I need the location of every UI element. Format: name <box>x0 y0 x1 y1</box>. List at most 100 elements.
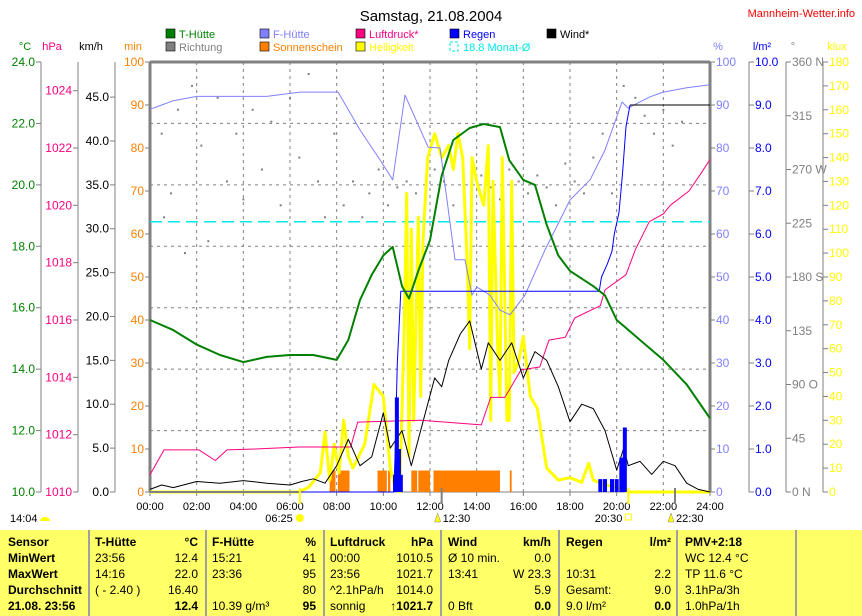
cell-value: 9.0 <box>654 583 671 597</box>
axis-tick-label: 40 <box>829 389 843 403</box>
cell-value: 1014.0 <box>396 583 433 597</box>
legend-label: 18.8 Monat-Ø <box>463 42 531 54</box>
table-row: 1.0hPa/1h <box>685 598 790 614</box>
wind-direction-point <box>517 180 520 183</box>
cell-label: T-Hütte <box>95 535 137 549</box>
axis-unit-label: hPa <box>42 41 62 53</box>
cell-label: Regen <box>566 535 603 549</box>
table-row: Durchschnitt <box>8 582 82 598</box>
cell-label: 0 Bft <box>448 599 473 613</box>
axis-tick-label: 1022 <box>45 141 72 155</box>
table-row: 23:56 1021.7 <box>330 566 433 582</box>
cell-label: TP 11.6 °C <box>685 567 743 581</box>
wind-direction-point <box>405 180 408 183</box>
x-tick-label: 04:00 <box>230 501 258 513</box>
wind-direction-point <box>216 96 219 99</box>
axis-tick-label: 70 <box>716 184 730 198</box>
axis-tick-label: 20 <box>716 399 730 413</box>
axis-unit-label: l/m² <box>753 41 772 53</box>
table-row: MaxWert <box>8 566 80 582</box>
rain-bar <box>396 449 401 492</box>
wind-direction-point <box>634 96 637 99</box>
axis-tick-label: 50 <box>829 366 843 380</box>
axis-tick-label: 15.0 <box>86 353 110 367</box>
table-row: sonnig ↑1021.7 <box>330 598 433 614</box>
table-separator <box>205 530 207 616</box>
axis-tick-label: 3.0 <box>755 356 772 370</box>
wind-direction-point <box>671 144 674 147</box>
legend-swatch-icon <box>355 41 366 52</box>
wind-direction-point <box>361 216 364 219</box>
legend-label: T-Hütte <box>179 29 215 41</box>
sensor-summary-table: Sensor MinWert MaxWert Durchschnitt 21.08. 2… <box>0 530 862 616</box>
axis-tick-label: 70 <box>131 184 145 198</box>
table-row: F-Hütte% <box>212 534 316 550</box>
axis-tick-label: 45 <box>792 431 806 445</box>
cell-value: 5.9 <box>534 583 551 597</box>
axis-tick-label: 16.0 <box>12 301 36 315</box>
legend-swatch-icon <box>546 28 557 39</box>
x-tick-label: 18:00 <box>556 501 584 513</box>
legend-label: Regen <box>463 29 495 41</box>
axis-tick-label: 1016 <box>45 313 72 327</box>
cell-label: Ø 10 min. <box>448 551 501 565</box>
moon-icon <box>434 512 442 523</box>
x-tick-label: 00:00 <box>136 501 164 513</box>
rain-bar <box>619 457 624 492</box>
axis-unit-label: ° <box>791 41 795 53</box>
rain-bar <box>603 479 607 492</box>
table-separator <box>440 530 442 616</box>
legend-swatch-icon <box>449 41 459 52</box>
axis-tick-label: 170 <box>829 79 849 93</box>
sunshine-bar <box>509 470 512 492</box>
axis-tick-label: 80 <box>131 141 145 155</box>
wind-direction-point <box>207 240 210 243</box>
cell-label: 15:21 <box>212 551 243 565</box>
wind-direction-point <box>508 168 511 171</box>
rain-bar <box>394 397 399 492</box>
wind-direction-point <box>317 180 319 183</box>
axis-unit-label: °C <box>19 41 31 53</box>
cell-value: 1021.7 <box>396 567 433 581</box>
axis-tick-label: 90 O <box>792 378 818 392</box>
table-column: Regen l/m² 10:31 2.2 Gesamt: 9.0 9.0 l/m² 0.0 <box>566 530 671 616</box>
legend-swatch-icon <box>355 28 366 39</box>
cell-label: WC 12.4 °C <box>685 551 749 565</box>
table-row: 10:31 2.2 <box>566 566 671 582</box>
axis-tick-label: 14.0 <box>12 362 36 376</box>
wind-direction-point <box>324 216 326 219</box>
wind-direction-point <box>564 162 567 165</box>
x-tick-label: 14:00 <box>463 501 491 513</box>
axis-tick-label: 20.0 <box>86 309 110 323</box>
legend-swatch-icon <box>259 28 270 39</box>
axis-tick-label: 4.0 <box>755 313 772 327</box>
axis-tick-label: 0 <box>137 485 144 499</box>
wind-direction-point <box>452 204 455 207</box>
rain-bar <box>614 479 619 492</box>
wind-direction-point <box>480 174 483 177</box>
sunshine-bar <box>418 470 430 492</box>
legend-label: Helligkeit <box>369 42 414 54</box>
cell-value: 0.0 <box>654 599 671 613</box>
cell-value: 95 <box>302 599 316 613</box>
cell-value: 95 <box>302 567 316 581</box>
cell-label: Luftdruck <box>330 535 386 549</box>
cell-label: Gesamt: <box>566 583 612 597</box>
axis-tick-label: 24.0 <box>12 55 36 69</box>
series-line-helligkeit <box>150 132 710 494</box>
table-row: 21.08. 23:56 <box>8 598 80 614</box>
cell-value: 16.40 <box>167 583 198 597</box>
wind-direction-point <box>333 132 336 135</box>
x-tick-label: 06:00 <box>276 501 304 513</box>
axis-tick-label: 10 <box>829 461 843 475</box>
sunshine-bar <box>329 470 336 492</box>
axis-tick-label: 20 <box>131 399 145 413</box>
axis-tick-label: 1.0 <box>755 442 772 456</box>
axis-tick-label: 1012 <box>45 428 72 442</box>
cell-value: l/m² <box>649 535 671 549</box>
axis-tick-label: 20.0 <box>12 178 36 192</box>
sunshine-bar <box>377 470 387 492</box>
axis-tick-label: 10 <box>716 442 730 456</box>
cell-label: 13:41 <box>448 567 479 581</box>
axis-tick-label: 25.0 <box>86 266 110 280</box>
